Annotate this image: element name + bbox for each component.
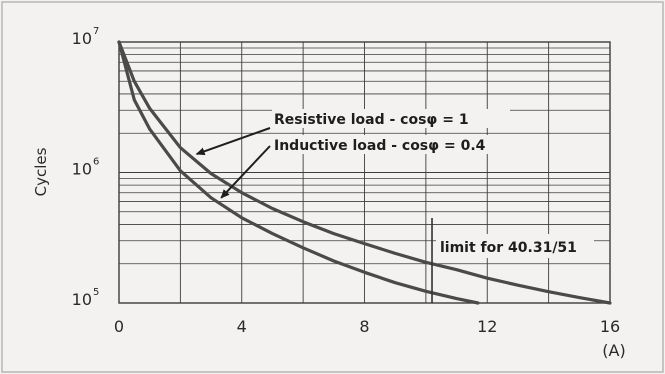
series-line-inductive [117,40,480,305]
annotation-bg [272,109,510,128]
y-tick-label: 10 6 [72,157,100,179]
series-line-resistive [117,40,612,305]
y-axis-label: Cycles [32,147,50,196]
y-tick-base: 10 [72,29,92,48]
y-tick-label: 10 5 [72,287,100,309]
limit-label-bg [436,234,595,258]
series-group [117,40,612,305]
x-tick-labels: 0 4 8 12 16 [114,317,620,336]
annotation-label-resistive: Resistive load - cosφ = 1 [274,112,469,128]
y-tick-label: 10 7 [72,26,100,48]
limit-label: limit for 40.31/51 [440,240,577,256]
y-tick-exponent: 7 [93,26,99,37]
annotation-bg [272,135,510,154]
x-tick-label: 8 [359,317,369,336]
x-tick-label: 0 [114,317,124,336]
y-tick-exponent: 6 [93,157,99,168]
x-unit-label: (A) [602,341,625,360]
plot-border [118,41,611,304]
annotation-label-inductive: Inductive load - cosφ = 0.4 [274,138,486,154]
y-tick-base: 10 [72,160,92,179]
y-tick-exponent: 5 [93,287,99,298]
y-tick-base: 10 [72,290,92,309]
x-tick-label: 4 [237,317,247,336]
limit-marker: limit for 40.31/51 [431,218,595,303]
annotations: Resistive load - cosφ = 1 Inductive load … [195,109,510,199]
annotation-arrow [220,145,271,199]
x-tick-label: 16 [600,317,620,336]
x-tick-label: 12 [477,317,497,336]
annotation-arrow [195,127,271,156]
grid [119,42,610,303]
